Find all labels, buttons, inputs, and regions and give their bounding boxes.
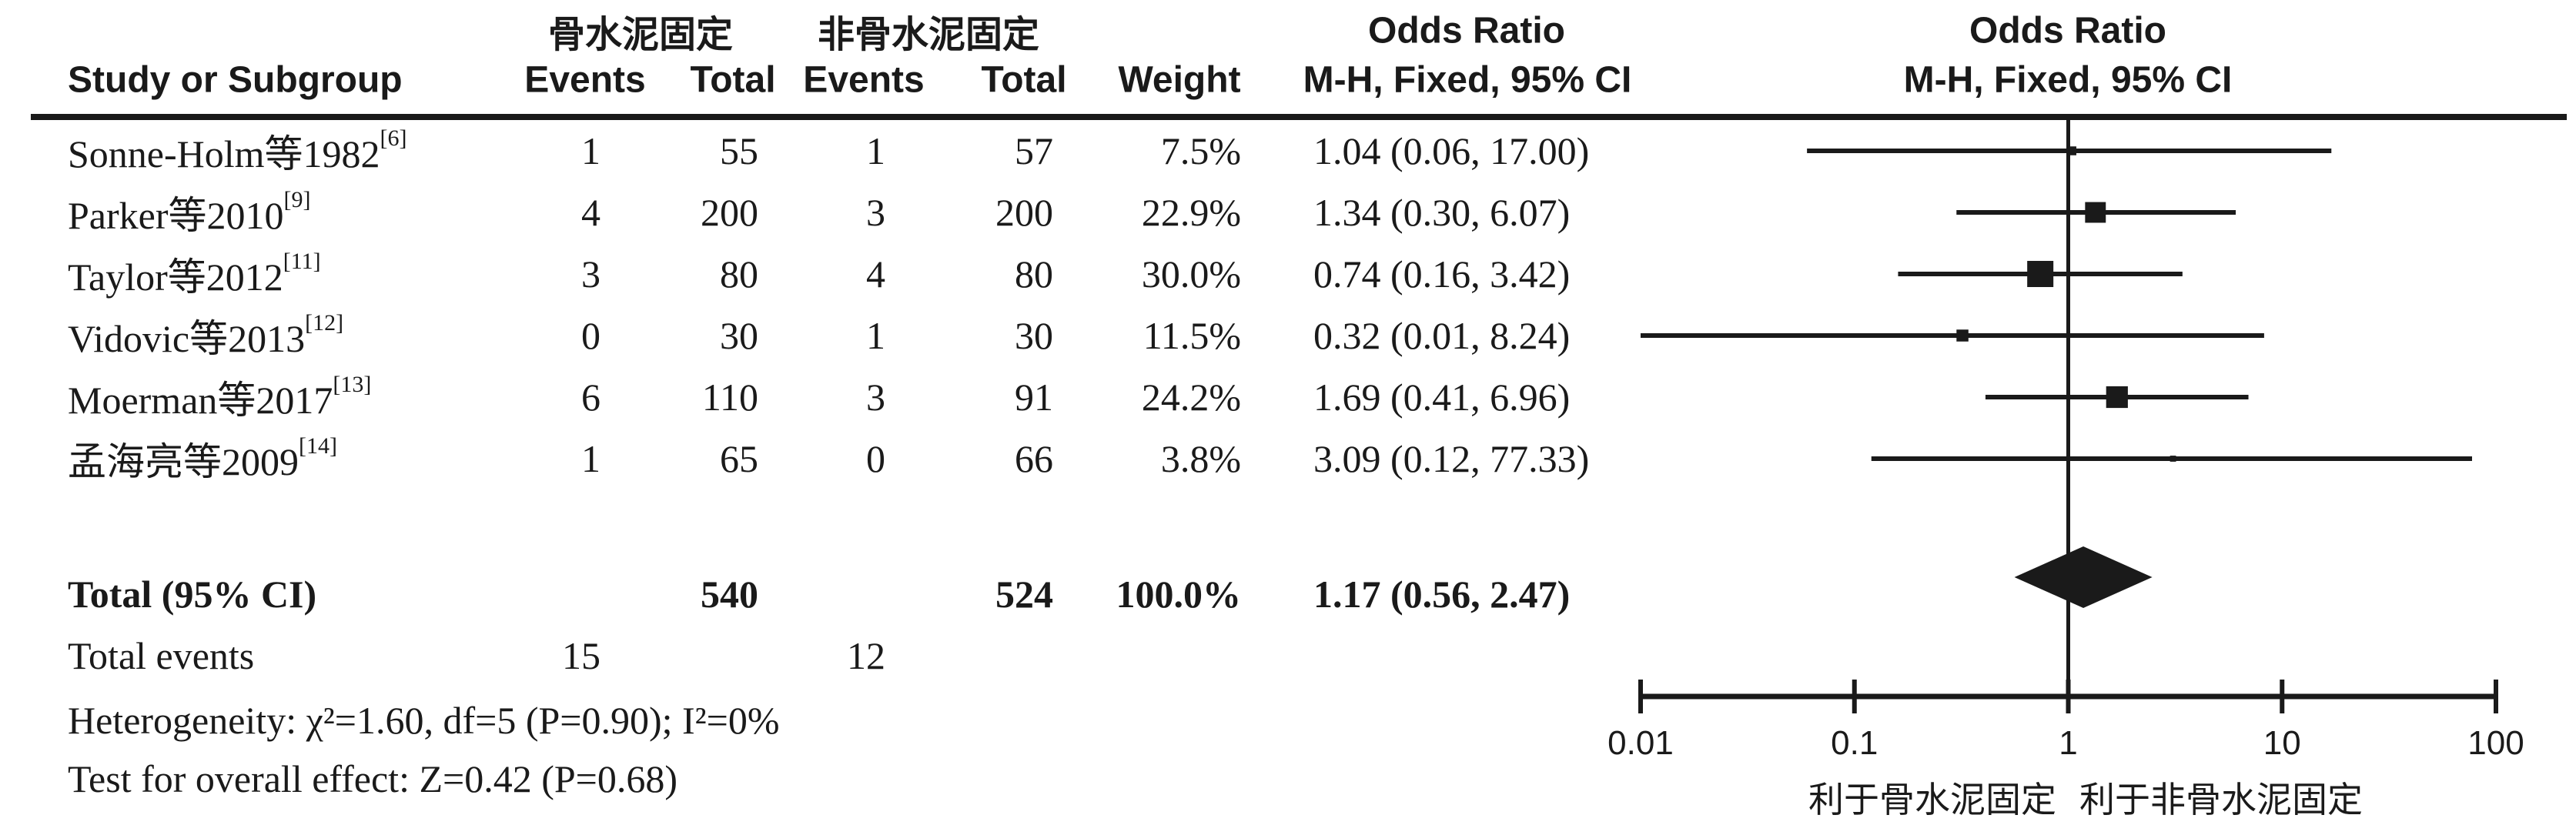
total-row-total2: 524	[995, 573, 1053, 616]
study-weight: 24.2%	[1141, 376, 1241, 419]
axis-tick-label-0.01: 0.01	[1607, 724, 1674, 762]
study-events-cemented: 0	[581, 314, 601, 357]
odds-ratio-header-right: Odds Ratio	[1969, 10, 2167, 52]
study-events-uncemented: 1	[866, 129, 885, 172]
study-weight: 11.5%	[1142, 314, 1241, 357]
study-total-uncemented: 66	[1015, 437, 1053, 480]
study-weight: 7.5%	[1160, 129, 1241, 172]
study-or-ci: 0.74 (0.16, 3.42)	[1313, 252, 1571, 296]
total2-column-header: Total	[981, 59, 1067, 101]
study-reference: [6]	[380, 125, 407, 151]
study-weight: 22.9%	[1141, 191, 1241, 234]
study-or-ci: 1.34 (0.30, 6.07)	[1313, 191, 1571, 234]
total-row-weight: 100.0%	[1116, 573, 1242, 616]
group1-header: 骨水泥固定	[547, 15, 734, 55]
study-total-cemented: 200	[701, 191, 758, 234]
study-weight: 30.0%	[1141, 252, 1241, 296]
study-reference: [13]	[333, 372, 372, 397]
axis-tick-label-1: 1	[2059, 724, 2078, 762]
study-or-ci: 3.09 (0.12, 77.33)	[1313, 437, 1590, 480]
study-total-cemented: 65	[720, 437, 758, 480]
study-total-uncemented: 80	[1015, 252, 1053, 296]
axis-tick-label-10: 10	[2263, 724, 2301, 762]
effect-marker-study-1	[2067, 146, 2076, 155]
study-name: Parker等2010[9]	[68, 187, 311, 237]
axis-tick-0.1	[1852, 680, 1857, 713]
study-reference: [11]	[283, 249, 321, 274]
study-total-uncemented: 57	[1015, 129, 1053, 172]
mh-ci-column-header: M-H, Fixed, 95% CI	[1303, 59, 1632, 101]
study-name: Taylor等2012[11]	[68, 249, 321, 299]
axis-tick-0.01	[1638, 680, 1643, 713]
effect-marker-study-2	[2085, 202, 2106, 223]
mh-ci-plot-header: M-H, Fixed, 95% CI	[1903, 59, 2233, 101]
study-events-cemented: 6	[581, 376, 601, 419]
heterogeneity-stat: Heterogeneity: χ²=1.60, df=5 (P=0.90); I…	[68, 699, 780, 742]
ci-line-study-4	[1641, 333, 2264, 338]
header-divider	[31, 114, 2567, 120]
study-weight: 3.8%	[1160, 437, 1241, 480]
study-events-cemented: 4	[581, 191, 601, 234]
study-column-header: Study or Subgroup	[68, 59, 403, 101]
study-total-uncemented: 30	[1015, 314, 1053, 357]
effect-marker-study-3	[2027, 261, 2054, 287]
study-name: Moerman等2017[13]	[68, 372, 372, 422]
effect-marker-study-5	[2106, 386, 2128, 409]
study-or-ci: 1.69 (0.41, 6.96)	[1313, 376, 1571, 419]
study-events-uncemented: 1	[866, 314, 885, 357]
study-total-cemented: 110	[701, 376, 758, 419]
axis-tick-10	[2280, 680, 2285, 713]
study-total-cemented: 30	[720, 314, 758, 357]
total-events-label: Total events	[68, 634, 255, 677]
axis-tick-100	[2494, 680, 2498, 713]
overall-effect-stat: Test for overall effect: Z=0.42 (P=0.68)	[68, 757, 678, 800]
total-row-label: Total (95% CI)	[68, 573, 317, 616]
weight-column-header: Weight	[1118, 59, 1241, 101]
study-events-uncemented: 0	[866, 437, 885, 480]
study-reference: [12]	[305, 310, 344, 336]
study-or-ci: 0.32 (0.01, 8.24)	[1313, 314, 1571, 357]
favor-right-label: 利于非骨水泥固定	[2079, 780, 2363, 820]
null-effect-line	[2066, 120, 2070, 696]
study-total-cemented: 80	[720, 252, 758, 296]
study-events-cemented: 1	[581, 437, 601, 480]
axis-tick-1	[2066, 680, 2071, 713]
events2-column-header: Events	[803, 59, 925, 101]
study-events-cemented: 3	[581, 252, 601, 296]
study-events-cemented: 1	[581, 129, 601, 172]
axis-tick-label-0.1: 0.1	[1831, 724, 1878, 762]
favor-left-label: 利于骨水泥固定	[1808, 780, 2056, 820]
study-or-ci: 1.04 (0.06, 17.00)	[1313, 129, 1590, 172]
total-effect-diamond	[2014, 546, 2153, 608]
total1-column-header: Total	[690, 59, 776, 101]
effect-marker-study-4	[1956, 329, 1969, 342]
effect-marker-study-6	[2170, 456, 2176, 462]
study-events-uncemented: 3	[866, 191, 885, 234]
study-name: 孟海亮等2009[14]	[68, 433, 337, 483]
study-reference: [9]	[283, 187, 311, 212]
total-row-or-ci: 1.17 (0.56, 2.47)	[1313, 573, 1571, 616]
odds-ratio-header-left: Odds Ratio	[1367, 10, 1566, 52]
study-total-uncemented: 200	[995, 191, 1053, 234]
events1-column-header: Events	[524, 59, 646, 101]
group2-header: 非骨水泥固定	[817, 15, 1040, 55]
study-name: Sonne-Holm等1982[6]	[68, 125, 407, 175]
total-row-total1: 540	[701, 573, 758, 616]
study-events-uncemented: 3	[866, 376, 885, 419]
study-total-uncemented: 91	[1015, 376, 1053, 419]
total-events-group2: 12	[847, 634, 885, 677]
study-name: Vidovic等2013[12]	[68, 310, 344, 360]
study-events-uncemented: 4	[866, 252, 885, 296]
total-events-group1: 15	[562, 634, 601, 677]
study-reference: [14]	[299, 433, 337, 459]
study-total-cemented: 55	[720, 129, 758, 172]
axis-tick-label-100: 100	[2467, 724, 2524, 762]
